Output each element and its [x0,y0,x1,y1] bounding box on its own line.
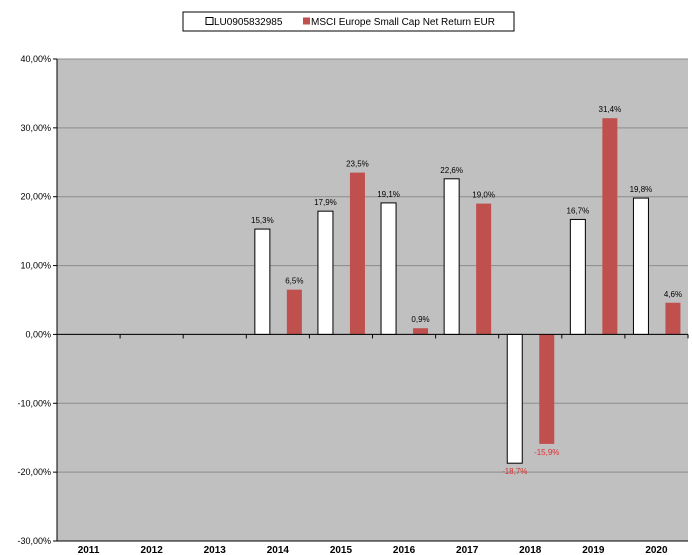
bars [254,118,681,464]
legend-box [182,11,515,32]
bar-lu0905832985-2014 [254,228,271,335]
x-tick-label: 2015 [330,545,353,555]
bar-msci-2015 [349,172,365,335]
y-tick-label: -30,00% [17,536,51,546]
x-tick-label: 2018 [519,545,542,555]
x-tick-label: 2013 [204,545,227,555]
data-label: 19,8% [630,185,653,194]
bar-msci-2014 [286,289,302,335]
x-tick-label: 2019 [582,545,605,555]
x-tick-label: 2014 [267,545,290,555]
bar-lu0905832985-2018 [506,333,523,464]
bar-msci-2016 [413,328,429,335]
y-tick-label: 0,00% [25,329,51,339]
x-axis-ticks: 2011 2012 2013 2014 2015 2016 2017 2018 2019 2020 [56,334,689,555]
y-tick-label: -20,00% [17,467,51,477]
plot-area [57,59,688,541]
y-tick-label: 40,00% [20,54,51,64]
data-label: 19,0% [472,191,495,200]
data-label: 15,3% [251,216,274,225]
x-tick-label: 2011 [78,545,100,555]
y-tick-label: 10,00% [20,261,51,271]
data-label: 23,5% [346,160,369,169]
data-label: -18,7% [502,467,527,476]
bar-lu0905832985-2017 [443,178,460,335]
data-label: 22,6% [440,166,463,175]
bar-msci-2017 [476,203,492,335]
data-label: 19,1% [377,190,400,199]
x-tick-label: 2012 [141,545,164,555]
bar-lu0905832985-2020 [632,197,649,335]
data-labels: 15,3% 17,9% 19,1% 22,6% -18,7% 16,7% 19,8% 6,5%… [251,105,682,476]
y-tick-label: 30,00% [20,123,51,133]
data-label: 16,7% [567,206,590,215]
bar-lu0905832985-2016 [380,202,397,335]
y-tick-label: -10,00% [17,398,51,408]
bar-msci-2020 [665,302,681,335]
y-tick-label: 20,00% [20,192,51,202]
y-axis-ticks: -30,00% -20,00% -10,00% 0,00% 10,00% 20,00% 30… [17,54,57,546]
data-label: 0,9% [411,315,429,324]
data-label: 6,5% [285,277,303,286]
x-tick-label: 2017 [456,545,479,555]
legend-swatch-msci [303,17,310,25]
bar-lu0905832985-2015 [317,210,334,335]
legend-swatch-lu0905832985 [205,17,214,25]
data-label: 4,6% [664,290,682,299]
legend-label-lu0905832985: LU0905832985 [214,17,283,28]
data-label: 31,4% [599,105,622,114]
legend-label-msci: MSCI Europe Small Cap Net Return EUR [311,17,495,28]
x-tick-label: 2020 [645,545,668,555]
bar-lu0905832985-2019 [569,218,586,335]
data-label: 17,9% [314,198,337,207]
bar-msci-2019 [602,118,618,335]
bar-msci-2018 [539,334,555,444]
data-label: -15,9% [534,448,559,457]
x-tick-label: 2016 [393,545,416,555]
legend: LU0905832985 MSCI Europe Small Cap Net R… [182,11,515,32]
